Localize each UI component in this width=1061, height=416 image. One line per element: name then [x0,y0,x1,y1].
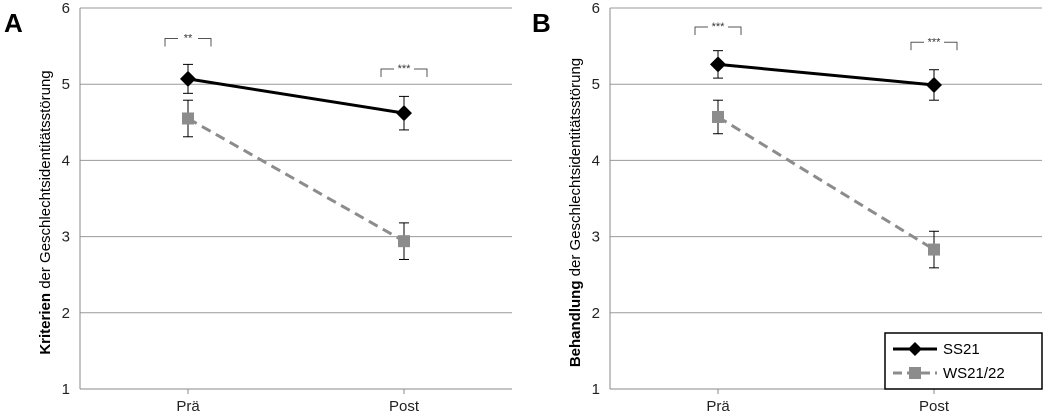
significance-label: *** [928,36,942,48]
significance-bracket: *** [910,36,958,51]
data-point [710,56,726,73]
data-point [928,243,940,256]
y-axis-label-bold: Behandlung [567,280,584,367]
y-axis-label-bold: Kriterien [37,293,54,355]
y-tick-label: 4 [62,152,70,169]
significance-bracket: *** [380,63,428,77]
bracket-line [910,41,958,51]
y-axis-label-rest: der Geschlechtsidentitätsstörung [37,70,54,293]
series-ss21 [710,50,942,101]
y-tick-label: 5 [62,76,70,93]
x-tick-label: Post [919,398,950,415]
x-tick-label: Prä [176,398,200,415]
y-axis-label: Kriterien der Geschlechtsidentitätsstöru… [37,70,54,354]
significance-bracket: *** [694,21,742,36]
x-tick-label: Prä [706,398,730,415]
legend-marker [909,367,921,379]
legend-box [884,332,1043,390]
y-tick-label: 4 [592,152,600,169]
panel-a: 1 2 3 4 5 6 Prä Post A Kriterien der Geschlechtsi… [4,0,512,415]
y-axis-label: Behandlung der Geschlechtsidentitätsstör… [567,58,584,367]
y-tick-label: 5 [592,76,600,93]
bracket-line [164,37,212,47]
y-tick-label: 1 [62,381,70,398]
legend-entry: WS21/22 [893,365,1005,382]
data-point [182,112,194,125]
significance-label: *** [712,21,726,33]
series-line [187,77,405,115]
y-tick-label: 3 [592,229,600,246]
y-tick-label: 6 [592,0,600,17]
y-tick-label: 6 [62,0,70,17]
x-tick-label: Post [389,398,420,415]
data-point [926,76,942,93]
series-ws21-22 [712,99,940,269]
significance-label: ** [184,32,193,44]
series-ws21-22 [182,99,410,260]
legend-entry: SS21 [893,341,980,358]
data-point [712,110,724,123]
data-point [398,235,410,248]
legend-label: WS21/22 [943,365,1005,382]
panel-label: A [4,8,23,38]
series-line [717,62,935,87]
panel-b: 1 2 3 4 5 6 Prä Post B Behandlung der Geschlechts… [532,0,1042,415]
y-tick-label: 2 [62,305,70,322]
legend-label: SS21 [943,341,980,358]
series-ss21 [180,63,412,131]
legend: SS21 WS21/22 [884,332,1043,390]
data-point [180,70,196,87]
bracket-line [694,26,742,36]
series-line [717,115,935,251]
bracket-line [380,68,428,77]
legend-marker [908,342,922,356]
y-tick-label: 2 [592,305,600,322]
significance-label: *** [398,63,412,75]
series-line [187,117,405,243]
data-point [396,105,412,122]
panel-label: B [532,8,551,38]
y-tick-label: 3 [62,229,70,246]
y-tick-label: 1 [592,381,600,398]
y-axis-label-rest: der Geschlechtsidentitätsstörung [567,58,584,281]
significance-bracket: ** [164,32,212,47]
